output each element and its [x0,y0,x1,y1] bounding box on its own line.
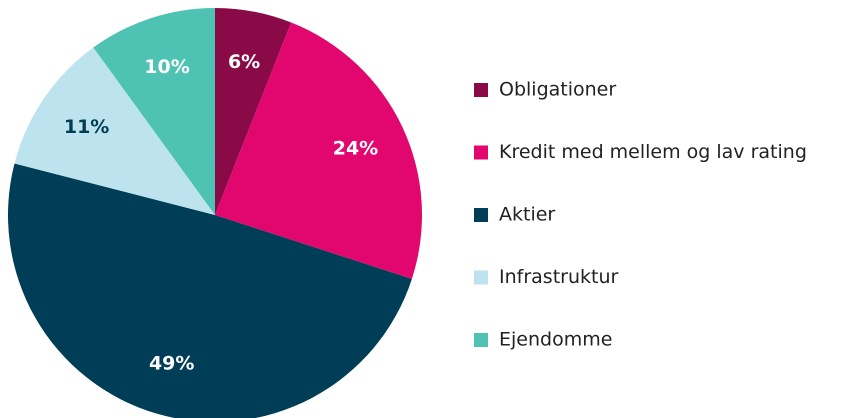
legend-label: Kredit med mellem og lav rating [499,141,807,163]
legend-label: Infrastruktur [499,266,618,288]
legend-swatch [474,333,488,347]
legend-label: Obligationer [499,79,616,101]
data-label: 6% [228,51,260,73]
legend-swatch [474,83,488,97]
legend-swatch [474,145,488,160]
pie-slice [215,8,292,215]
data-label: 49% [149,353,194,375]
pie-slice [14,47,216,216]
pie-slice [215,22,423,279]
pie-slice [8,163,412,418]
data-label: 11% [64,116,109,138]
legend-label: Aktier [499,204,555,226]
data-label: 10% [144,56,189,78]
legend-swatch [474,208,488,222]
data-label: 24% [333,137,378,159]
legend-label: Ejendomme [499,329,612,351]
pie-slice [93,8,215,215]
legend-swatch [474,270,488,285]
